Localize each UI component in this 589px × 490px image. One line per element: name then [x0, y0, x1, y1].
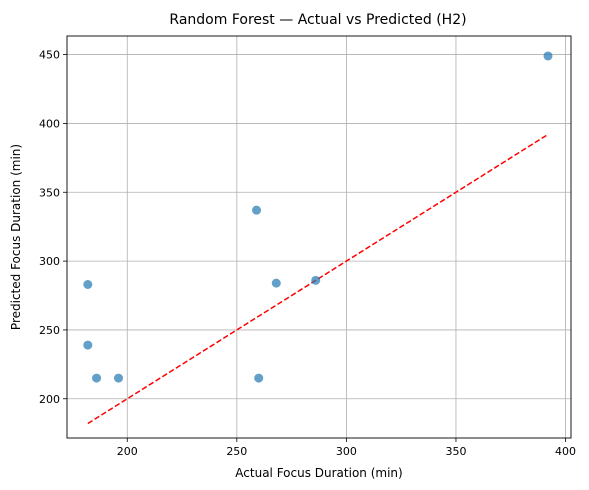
reference-line — [87, 133, 549, 425]
chart-title: Random Forest — Actual vs Predicted (H2) — [169, 12, 466, 28]
x-tick-label: 300 — [336, 445, 357, 458]
y-tick-label: 250 — [39, 324, 60, 337]
y-axis-label: Predicted Focus Duration (min) — [9, 144, 23, 330]
data-point — [311, 275, 321, 285]
y-tick-label: 450 — [39, 49, 60, 62]
data-point — [252, 205, 262, 215]
x-tick-label: 350 — [445, 445, 466, 458]
x-axis-label: Actual Focus Duration (min) — [235, 466, 402, 480]
grid — [67, 36, 571, 438]
plot-frame — [66, 35, 572, 439]
data-point — [83, 340, 93, 350]
x-tick-label: 200 — [117, 445, 138, 458]
y-tick-label: 400 — [39, 117, 60, 130]
reference-line-layer — [87, 133, 549, 425]
y-tick-label: 300 — [39, 255, 60, 268]
data-point — [254, 373, 264, 383]
x-axis: 200 250 300 350 400 — [117, 438, 576, 458]
data-point — [83, 279, 93, 289]
x-tick-label: 400 — [555, 445, 576, 458]
data-point — [113, 373, 123, 383]
data-points — [83, 51, 553, 383]
y-tick-label: 350 — [39, 186, 60, 199]
x-tick-label: 250 — [226, 445, 247, 458]
data-point — [543, 51, 553, 61]
data-point — [271, 278, 281, 288]
y-tick-label: 200 — [39, 393, 60, 406]
data-point — [92, 373, 102, 383]
y-axis: 200 250 300 350 400 450 — [39, 49, 67, 406]
